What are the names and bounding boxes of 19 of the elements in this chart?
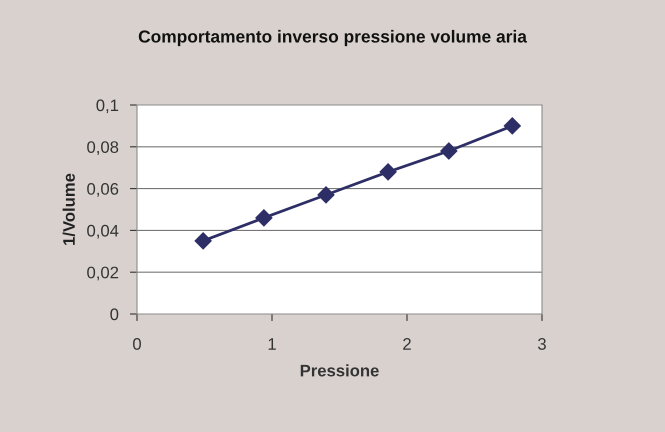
x-tick-label: 0 <box>133 338 141 350</box>
point <box>440 142 458 160</box>
y-tick-label: 0,1 <box>96 99 118 114</box>
x-tick-label: 2 <box>403 338 411 350</box>
y-tick-label: 0 <box>110 308 118 320</box>
chart-title: Comportamento inverso pressione volume aria <box>138 30 528 46</box>
point <box>317 186 335 204</box>
point <box>255 209 272 226</box>
y-axis-title: 1/Volume <box>62 174 76 245</box>
point <box>194 232 212 250</box>
point <box>504 117 521 134</box>
y-tick-label: 0,06 <box>87 183 118 197</box>
point <box>380 163 397 180</box>
x-axis-title: Pressione <box>300 364 379 376</box>
y-tick-label: 0,02 <box>87 266 118 280</box>
x-tick-label: 1 <box>268 338 276 350</box>
x-tick-label: 3 <box>538 338 546 350</box>
y-tick-label: 0,08 <box>87 141 118 155</box>
y-tick-label: 0,04 <box>87 224 118 239</box>
